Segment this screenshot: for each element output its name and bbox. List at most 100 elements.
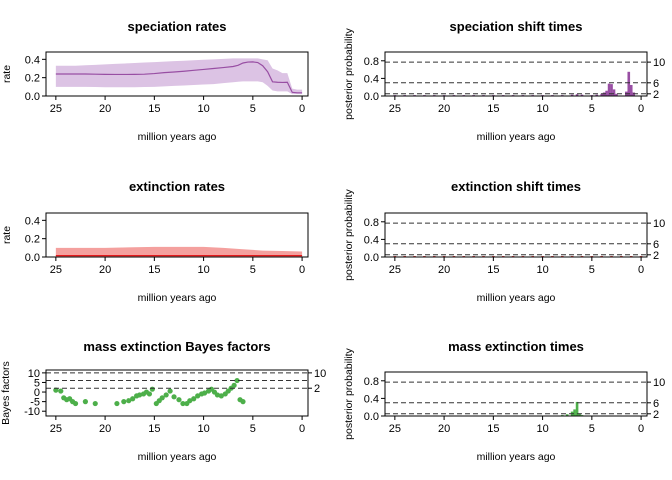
y-axis-label: rate bbox=[1, 65, 13, 83]
y-tick-label: -10 bbox=[24, 406, 40, 418]
x-tick-label: 0 bbox=[299, 264, 305, 276]
x-tick-label: 5 bbox=[250, 103, 256, 115]
y-tick-label: 0.0 bbox=[364, 252, 379, 264]
bar bbox=[573, 409, 576, 416]
right-tick-label: 6 bbox=[653, 239, 659, 251]
point bbox=[159, 395, 165, 401]
bar bbox=[615, 93, 618, 96]
y-tick-label: 10 bbox=[28, 368, 40, 380]
point bbox=[146, 391, 153, 397]
bar bbox=[610, 84, 613, 96]
x-axis-label: million years ago bbox=[138, 292, 217, 304]
x-axis-label: million years ago bbox=[477, 131, 556, 143]
x-tick-label: 10 bbox=[536, 264, 548, 276]
mean-rate-line bbox=[55, 61, 303, 94]
plot-frame bbox=[45, 369, 309, 417]
point bbox=[214, 392, 220, 398]
x-tick-label: 15 bbox=[487, 423, 499, 435]
x-tick-label: 10 bbox=[536, 423, 548, 435]
point bbox=[231, 382, 237, 388]
point bbox=[201, 390, 208, 396]
bar bbox=[605, 90, 608, 96]
y-tick-label: 0.8 bbox=[364, 56, 379, 68]
right-tick-label: 2 bbox=[653, 250, 659, 262]
point bbox=[167, 388, 173, 394]
plot-area bbox=[55, 58, 303, 95]
y-axis-label: posterior probability bbox=[343, 27, 355, 119]
chart-title: mass extinction times bbox=[448, 339, 584, 354]
x-tick-label: 20 bbox=[438, 423, 450, 435]
bar bbox=[578, 413, 581, 416]
x-axis-label: million years ago bbox=[477, 451, 556, 463]
bar bbox=[570, 94, 574, 96]
point bbox=[234, 377, 240, 384]
x-tick-label: 5 bbox=[589, 423, 595, 435]
x-tick-label: 10 bbox=[197, 423, 209, 435]
x-tick-label: 15 bbox=[487, 103, 499, 115]
point bbox=[72, 400, 79, 407]
x-tick-label: 20 bbox=[438, 103, 450, 115]
plot-frame bbox=[384, 51, 648, 97]
panel-ext_shift: extinction shift times 10 62 25 20 15 10 5 0 mill… bbox=[343, 179, 665, 304]
right-tick-label: 10 bbox=[653, 57, 665, 69]
x-tick-label: 0 bbox=[299, 423, 305, 435]
plot-area bbox=[55, 246, 303, 257]
bar bbox=[575, 401, 579, 416]
right-tick-label: 6 bbox=[653, 78, 659, 90]
x-tick-label: 5 bbox=[250, 264, 256, 276]
y-tick-label: 5 bbox=[34, 377, 40, 389]
bar bbox=[600, 93, 603, 96]
y-tick-label: 0.4 bbox=[364, 234, 379, 246]
right-tick-label: 10 bbox=[653, 218, 665, 230]
x-tick-label: 0 bbox=[638, 103, 644, 115]
x-tick-label: 20 bbox=[99, 264, 111, 276]
point bbox=[180, 400, 186, 407]
plot-area bbox=[53, 377, 246, 407]
plot-area bbox=[393, 71, 636, 96]
credible-interval-band bbox=[55, 246, 303, 257]
right-tick-label: 2 bbox=[653, 409, 659, 421]
point bbox=[163, 392, 169, 398]
y-tick-label: 0.0 bbox=[364, 91, 379, 103]
x-tick-label: 0 bbox=[638, 423, 644, 435]
point bbox=[187, 398, 193, 404]
panel-spec_rates: speciation rates 25 20 15 10 5 0 million years … bbox=[1, 19, 309, 143]
chart-title: speciation rates bbox=[128, 19, 227, 34]
point bbox=[136, 392, 143, 398]
x-tick-label: 20 bbox=[99, 423, 111, 435]
point bbox=[82, 399, 88, 405]
bar bbox=[565, 414, 569, 416]
x-tick-label: 25 bbox=[50, 103, 62, 115]
chart-title: speciation shift times bbox=[450, 19, 583, 34]
credible-interval-band bbox=[55, 58, 303, 95]
y-tick-label: -5 bbox=[30, 397, 40, 409]
point bbox=[191, 396, 197, 402]
x-tick-label: 15 bbox=[148, 103, 160, 115]
y-tick-label: 0.4 bbox=[364, 393, 379, 405]
panel-mass_times: mass extinction times 10 62 25 20 15 10 5 0 milli… bbox=[343, 339, 665, 463]
point bbox=[218, 393, 224, 399]
x-axis-label: million years ago bbox=[138, 131, 217, 143]
panel-spec_shift: speciation shift times 10 62 25 20 15 10 5 0 mill… bbox=[343, 19, 665, 143]
y-tick-label: 0.4 bbox=[25, 215, 40, 227]
point bbox=[58, 388, 64, 394]
bar bbox=[580, 94, 584, 96]
y-axis-label: posterior probability bbox=[343, 188, 355, 280]
x-tick-label: 0 bbox=[299, 103, 305, 115]
x-tick-label: 10 bbox=[197, 103, 209, 115]
right-tick-label: 10 bbox=[314, 368, 326, 380]
chart-title: extinction rates bbox=[129, 179, 225, 194]
point bbox=[114, 400, 120, 407]
y-tick-label: 0.8 bbox=[364, 217, 379, 229]
x-tick-label: 20 bbox=[99, 103, 111, 115]
y-tick-label: 0.0 bbox=[25, 91, 40, 103]
y-tick-label: 0.0 bbox=[364, 411, 379, 423]
point bbox=[176, 397, 182, 403]
point bbox=[195, 393, 201, 399]
point bbox=[240, 399, 246, 405]
right-tick-label: 10 bbox=[653, 377, 665, 389]
x-tick-label: 25 bbox=[50, 423, 62, 435]
right-tick-label: 2 bbox=[653, 89, 659, 101]
x-axis-label: million years ago bbox=[138, 451, 217, 463]
